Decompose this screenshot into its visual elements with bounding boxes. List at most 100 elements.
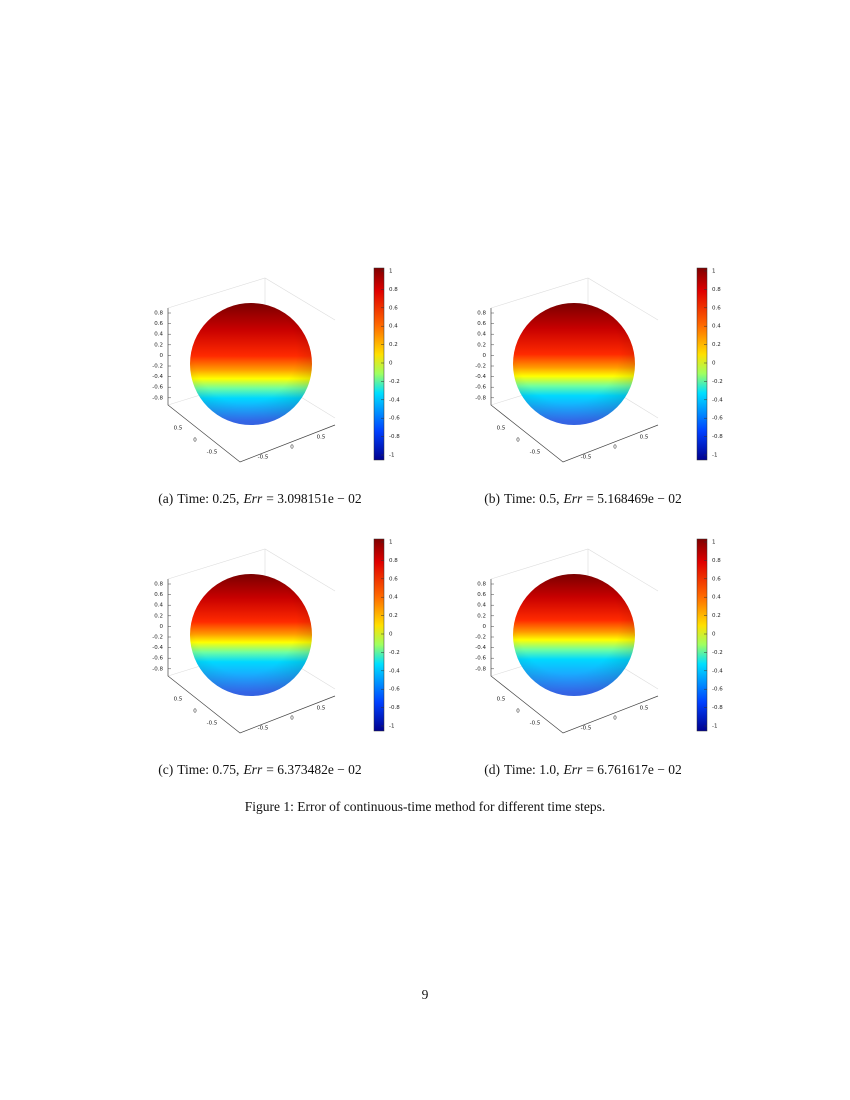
z-tick-label: 0.4 (477, 603, 486, 609)
axis-lines (167, 308, 336, 463)
z-tick-label: 0.2 (477, 342, 486, 348)
colorbar-tick-label: -1 (389, 724, 394, 730)
colorbar-tick-label: 0 (389, 632, 393, 638)
figure-caption: Figure 1: Error of continuous-time metho… (245, 799, 605, 814)
colorbar-tick-label: -0.6 (389, 416, 400, 422)
subfigure-caption: (d) Time: 1.0, Err = 6.761617e − 02 (484, 762, 681, 777)
y-tick-label: -0.5 (258, 726, 269, 732)
z-tick-label: -0.8 (475, 666, 486, 672)
subfigure: 0.8 0.6 0.4 0.2 0 -0.2 -0.4 -0.6 -0.8 0.5 0 -0.5 -0.… (152, 267, 400, 506)
colorbar-tick-label: -1 (389, 453, 394, 459)
y-tick-label: 0 (290, 716, 294, 722)
colorbar-tick-label: -0.4 (712, 668, 723, 674)
y-tick-label: -0.5 (581, 455, 592, 461)
x-tick-label: -0.5 (207, 450, 218, 456)
z-tick-label: 0.2 (154, 342, 163, 348)
colorbar-tick-label: 0.2 (712, 342, 721, 348)
colorbar-tick-label: 0 (712, 361, 716, 367)
z-tick-label: 0.4 (154, 332, 163, 338)
colorbar-tick-label: -0.2 (712, 379, 723, 385)
colorbar-tick-label: -1 (712, 453, 717, 459)
subfigure: 0.8 0.6 0.4 0.2 0 -0.2 -0.4 -0.6 -0.8 0.5 0 -0.5 -0.… (152, 538, 400, 777)
y-tick-label: 0 (290, 445, 294, 451)
subfigure-caption: (c) Time: 0.75, Err = 6.373482e − 02 (158, 762, 361, 777)
z-tick-label: 0 (483, 353, 487, 359)
z-tick-label: -0.2 (152, 364, 163, 370)
z-tick-label: -0.6 (152, 385, 163, 391)
z-tick-label: 0.2 (477, 613, 486, 619)
z-tick-label: -0.6 (475, 385, 486, 391)
caption-equation: = 6.373482e − 02 (266, 762, 361, 777)
colorbar-tick-label: 0.8 (389, 287, 398, 293)
y-tick-label: 0.5 (640, 706, 649, 712)
colorbar-tick-label: 1 (389, 269, 393, 275)
colorbar-tick-label: 0.8 (712, 558, 721, 564)
caption-variable: Err (562, 491, 583, 506)
axis-lines (490, 579, 659, 734)
z-tick-label: 0.6 (477, 592, 486, 598)
x-tick-label: -0.5 (207, 721, 218, 727)
y-tick-label: 0 (613, 716, 617, 722)
colorbar-tick-label: 1 (389, 540, 393, 546)
caption-variable: Err (242, 491, 263, 506)
caption-equation: = 6.761617e − 02 (586, 762, 681, 777)
caption-text: Time: 0.25, (177, 491, 239, 506)
z-tick-label: 0 (160, 353, 164, 359)
colorbar-tick-label: 0.6 (712, 576, 721, 582)
subfigure: 0.8 0.6 0.4 0.2 0 -0.2 -0.4 -0.6 -0.8 0.5 0 -0.5 -0.… (475, 267, 723, 506)
caption-label: (a) (158, 491, 173, 506)
z-tick-label: -0.8 (152, 666, 163, 672)
colorbar-tick-label: -0.2 (712, 650, 723, 656)
colorbar-tick-label: 0.8 (712, 287, 721, 293)
x-tick-label: -0.5 (530, 450, 541, 456)
y-tick-label: -0.5 (258, 455, 269, 461)
axis-lines (167, 579, 336, 734)
z-tick-label: -0.2 (475, 635, 486, 641)
colorbar-tick-label: 0.4 (389, 324, 398, 330)
z-tick-label: 0.8 (477, 311, 486, 317)
colorbar (696, 267, 708, 461)
colorbar (696, 538, 708, 732)
colorbar (373, 267, 385, 461)
z-tick-label: -0.4 (152, 374, 163, 380)
colorbar-tick-label: 0.2 (389, 342, 398, 348)
colorbar-tick-label: -0.6 (389, 687, 400, 693)
y-tick-label: 0.5 (640, 435, 649, 441)
y-tick-label: 0.5 (317, 435, 326, 441)
colorbar-tick-label: 0.2 (389, 613, 398, 619)
caption-equation: = 3.098151e − 02 (266, 491, 361, 506)
caption-label: (d) (484, 762, 500, 777)
subfigure: 0.8 0.6 0.4 0.2 0 -0.2 -0.4 -0.6 -0.8 0.5 0 -0.5 -0.… (475, 538, 723, 777)
colorbar-tick-label: 0 (389, 361, 393, 367)
colorbar-tick-label: 0.6 (712, 305, 721, 311)
caption-text: Time: 1.0, (504, 762, 559, 777)
subfigure-caption: (b) Time: 0.5, Err = 5.168469e − 02 (484, 491, 681, 506)
colorbar-tick-label: 0 (712, 632, 716, 638)
axis-lines (490, 308, 659, 463)
z-tick-label: -0.2 (475, 364, 486, 370)
x-tick-label: 0.5 (174, 426, 183, 432)
y-tick-label: -0.5 (581, 726, 592, 732)
colorbar-tick-label: 0.4 (712, 595, 721, 601)
colorbar-tick-label: -0.8 (389, 434, 400, 440)
caption-equation: = 5.168469e − 02 (586, 491, 681, 506)
colorbar-tick-label: -0.8 (712, 434, 723, 440)
x-tick-label: 0 (516, 709, 520, 715)
caption-variable: Err (562, 762, 583, 777)
subfigure-caption: (a) Time: 0.25, Err = 3.098151e − 02 (158, 491, 361, 506)
sphere-shade (190, 574, 312, 696)
page-number: 9 (422, 987, 429, 1002)
colorbar-tick-label: 0.6 (389, 305, 398, 311)
z-tick-label: 0 (483, 624, 487, 630)
sphere-shade (190, 303, 312, 425)
z-tick-label: -0.4 (475, 645, 486, 651)
z-tick-label: -0.8 (475, 395, 486, 401)
colorbar-tick-label: 0.4 (712, 324, 721, 330)
x-tick-label: -0.5 (530, 721, 541, 727)
z-tick-label: -0.8 (152, 395, 163, 401)
colorbar-tick-label: -0.2 (389, 379, 400, 385)
colorbar-tick-label: -0.8 (389, 705, 400, 711)
caption-label: (c) (158, 762, 173, 777)
caption-variable: Err (242, 762, 263, 777)
